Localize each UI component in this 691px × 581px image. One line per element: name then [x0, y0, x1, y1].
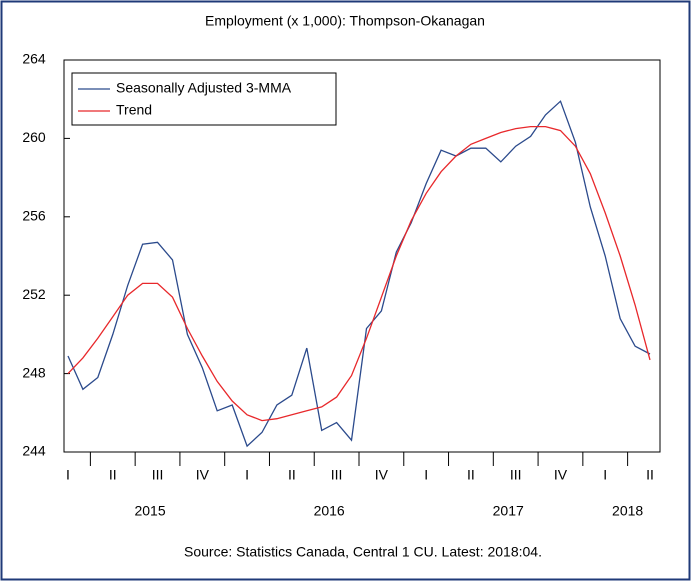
- x-tick-label: I: [603, 467, 607, 483]
- legend-label: Trend: [116, 102, 152, 118]
- x-tick-label: II: [288, 467, 296, 483]
- y-tick-label: 244: [22, 443, 46, 459]
- series-line: [67, 100, 651, 448]
- year-label: 2016: [314, 503, 345, 519]
- x-tick-label: I: [66, 467, 70, 483]
- x-tick-label: IV: [375, 467, 389, 483]
- x-tick-label: II: [467, 467, 475, 483]
- x-tick-label: I: [245, 467, 249, 483]
- x-tick-label: III: [331, 467, 343, 483]
- year-label: 2017: [493, 503, 524, 519]
- y-tick-label: 264: [22, 51, 46, 67]
- x-tick-label: I: [424, 467, 428, 483]
- x-tick-label: II: [646, 467, 654, 483]
- year-label: 2015: [134, 503, 165, 519]
- x-tick-label: IV: [196, 467, 210, 483]
- legend-box: [71, 72, 337, 126]
- y-tick-label: 256: [22, 208, 46, 224]
- x-tick-label: II: [109, 467, 117, 483]
- plot-area: [63, 59, 661, 453]
- y-tick-label: 252: [22, 286, 46, 302]
- source-note: Source: Statistics Canada, Central 1 CU.…: [184, 544, 542, 560]
- y-tick-label: 248: [22, 364, 46, 380]
- x-tick-label: IV: [554, 467, 568, 483]
- series-line: [67, 125, 651, 422]
- legend-label: Seasonally Adjusted 3-MMA: [116, 80, 292, 96]
- x-tick-label: III: [152, 467, 164, 483]
- chart-title: Employment (x 1,000): Thompson-Okanagan: [205, 13, 485, 29]
- x-tick-label: III: [510, 467, 522, 483]
- y-tick-label: 260: [22, 129, 46, 145]
- year-label: 2018: [612, 503, 643, 519]
